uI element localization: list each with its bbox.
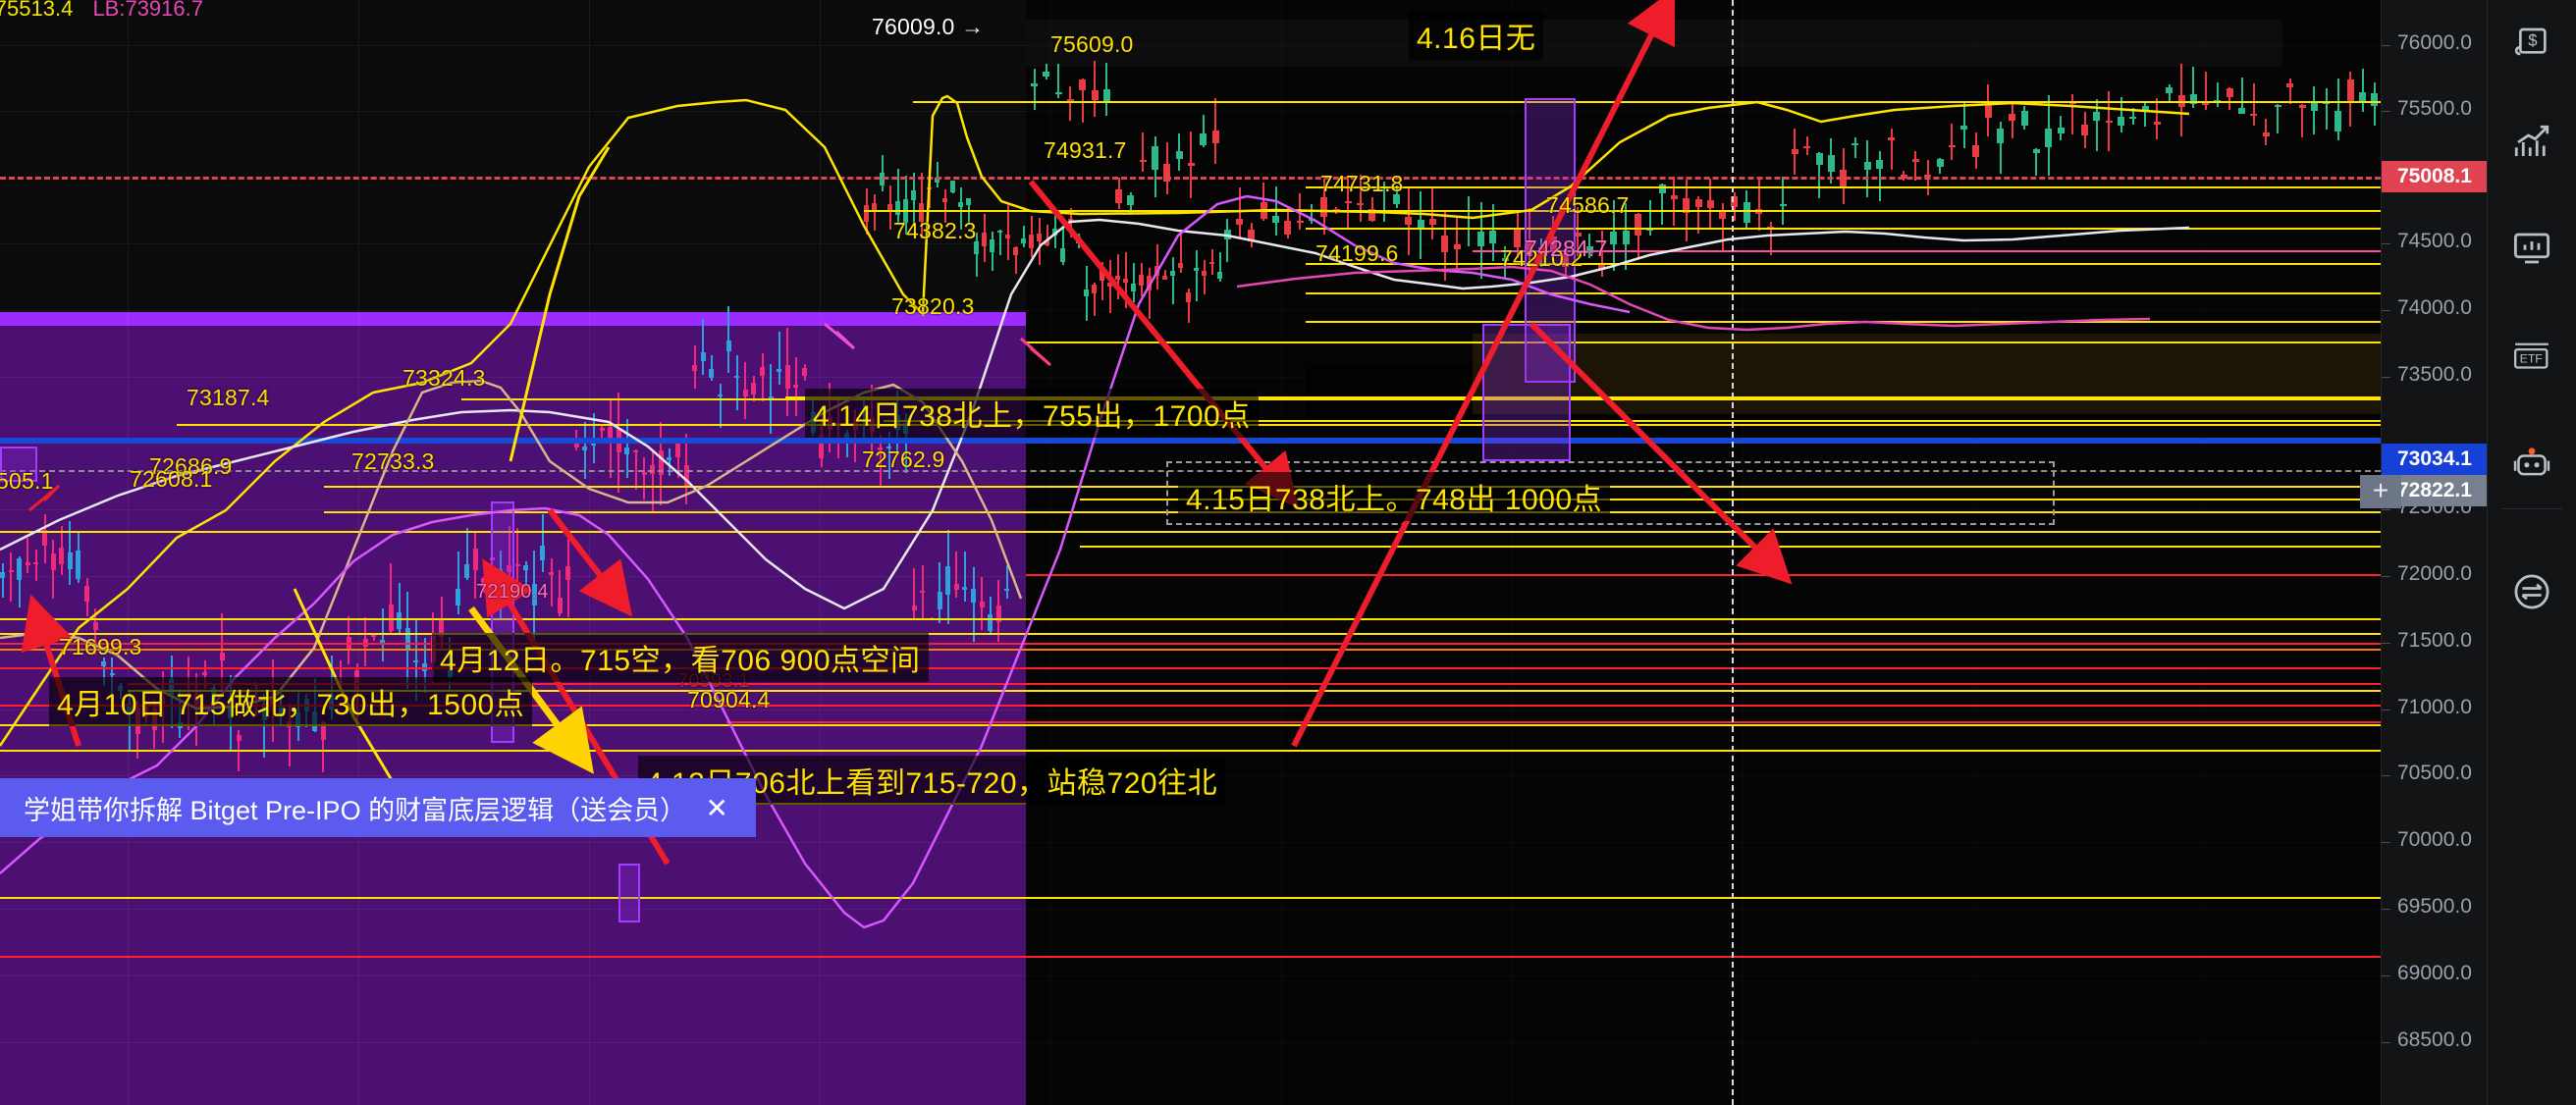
last-price-line bbox=[0, 177, 2381, 180]
promo-banner[interactable]: 学姐带你拆解 Bitget Pre-IPO 的财富底层逻辑（送会员） ✕ bbox=[0, 778, 756, 837]
hline-ray-red[interactable] bbox=[0, 643, 2381, 645]
right-toolbar[interactable]: $ ETF bbox=[2487, 0, 2576, 1105]
hline-ray[interactable] bbox=[177, 424, 2381, 426]
price-label-75609: 75609.0 bbox=[1050, 31, 1134, 57]
hline-ray[interactable] bbox=[1306, 292, 2381, 294]
price-label-73820: 73820.3 bbox=[891, 293, 975, 319]
dark-zone-band bbox=[1026, 20, 2282, 67]
annotation-4-16: 4.16日无 bbox=[1409, 11, 1544, 60]
bid-price-badge[interactable]: 73034.1 bbox=[2382, 444, 2488, 475]
dark-zone-band bbox=[1473, 334, 2381, 414]
hline-ray[interactable] bbox=[0, 633, 2381, 635]
price-label-74284: 74284.7 bbox=[1525, 236, 1608, 261]
hline-ray[interactable] bbox=[1306, 321, 2381, 323]
dark-zone-band bbox=[1026, 0, 2381, 1105]
zone-box-purple[interactable] bbox=[618, 864, 640, 922]
annotation-4-15: 4.15日738北上。748出 1000点 bbox=[1178, 472, 1611, 521]
annotation-4-10: 4月10日 715做北，730出，1500点 bbox=[49, 677, 533, 726]
price-label-76009: 76009.0 → bbox=[872, 14, 985, 39]
hline-ray-red[interactable] bbox=[0, 667, 2381, 669]
annotation-4-12: 4月12日。715空，看706 900点空间 bbox=[432, 633, 929, 682]
toolbar-divider bbox=[2501, 508, 2562, 509]
hline-ray[interactable] bbox=[1306, 186, 2381, 188]
price-label-74199: 74199.6 bbox=[1315, 240, 1399, 266]
price-label-70904: 70904.4 bbox=[687, 687, 771, 712]
gridline bbox=[589, 0, 590, 1105]
price-label-72686: 72686.9 bbox=[149, 453, 233, 479]
hline-ray[interactable] bbox=[1306, 263, 2381, 265]
hline-ray[interactable] bbox=[1080, 546, 2381, 548]
hline-ray-pink[interactable] bbox=[1473, 250, 2381, 252]
price-axis[interactable]: 76000.0 75500.0 74500.0 74000.0 73500.0 … bbox=[2381, 0, 2488, 1105]
hline-ray-red[interactable] bbox=[1026, 574, 2381, 576]
close-icon[interactable]: ✕ bbox=[705, 792, 728, 823]
trending-up-chart-icon[interactable] bbox=[2499, 110, 2564, 175]
gridline bbox=[128, 0, 129, 1105]
annotation-4-14: 4.14日738北上，755出，1700点 bbox=[805, 389, 1259, 438]
svg-text:ETF: ETF bbox=[2520, 351, 2543, 365]
svg-text:$: $ bbox=[2528, 31, 2537, 50]
price-label-72608: 72608.1 bbox=[130, 466, 213, 492]
price-label-72505: 505.1 bbox=[0, 468, 54, 494]
hline-ray[interactable] bbox=[1306, 228, 2381, 230]
add-order-button[interactable]: + bbox=[2360, 475, 2401, 508]
price-label-74382: 74382.3 bbox=[893, 218, 977, 243]
price-label-71699: 71699.3 bbox=[59, 634, 142, 659]
hline-ray[interactable] bbox=[0, 618, 2381, 620]
price-label-74586: 74586.7 bbox=[1546, 192, 1630, 218]
gridline bbox=[358, 0, 359, 1105]
hline-ray-orange[interactable] bbox=[0, 649, 2381, 651]
session-overlay-purple-upper bbox=[0, 312, 1026, 326]
monitor-bars-icon[interactable] bbox=[2499, 216, 2564, 281]
money-icon[interactable]: $ bbox=[2499, 12, 2564, 77]
indicator-readout: B:75513.4 LB:73916.7 bbox=[0, 0, 203, 22]
hline-ray[interactable] bbox=[0, 897, 2381, 899]
bid-price-line bbox=[0, 438, 2381, 444]
hline-ray-red[interactable] bbox=[0, 956, 2381, 958]
price-label-74731: 74731.8 bbox=[1320, 171, 1404, 196]
lower-band-value: LB:73916.7 bbox=[92, 0, 203, 21]
price-label-72190: 72190.4 bbox=[476, 581, 549, 603]
price-label-74210: 74210.2 bbox=[1500, 245, 1583, 271]
robot-icon[interactable] bbox=[2499, 432, 2564, 497]
hline-ray[interactable] bbox=[0, 531, 2381, 533]
hline-ray[interactable] bbox=[1026, 342, 2381, 343]
price-label-72762: 72762.9 bbox=[862, 447, 945, 472]
last-price-badge[interactable]: 75008.1 bbox=[2382, 161, 2488, 192]
hline-ray[interactable] bbox=[913, 101, 2381, 103]
gridline bbox=[820, 0, 821, 1105]
etf-icon[interactable]: ETF bbox=[2499, 324, 2564, 389]
swap-arrows-icon[interactable] bbox=[2499, 559, 2564, 624]
zone-box-purple[interactable] bbox=[1482, 324, 1571, 461]
hline-ray-red[interactable] bbox=[726, 721, 2381, 723]
promo-banner-text: 学姐带你拆解 Bitget Pre-IPO 的财富底层逻辑（送会员） bbox=[24, 795, 687, 825]
crosshair-vertical-line bbox=[1732, 0, 1734, 1105]
price-label-72733: 72733.3 bbox=[351, 448, 435, 474]
hline-ray[interactable] bbox=[0, 750, 2381, 752]
price-label-74931: 74931.7 bbox=[1044, 137, 1127, 163]
hline-ray[interactable] bbox=[461, 398, 2381, 400]
price-label-73324: 73324.3 bbox=[402, 365, 486, 391]
upper-band-value: B:75513.4 bbox=[0, 0, 74, 21]
chart-plot-area[interactable]: 76009.0 → 75609.0 74931.7 74382.3 73820.… bbox=[0, 0, 2381, 1105]
price-label-73187: 73187.4 bbox=[187, 385, 270, 410]
